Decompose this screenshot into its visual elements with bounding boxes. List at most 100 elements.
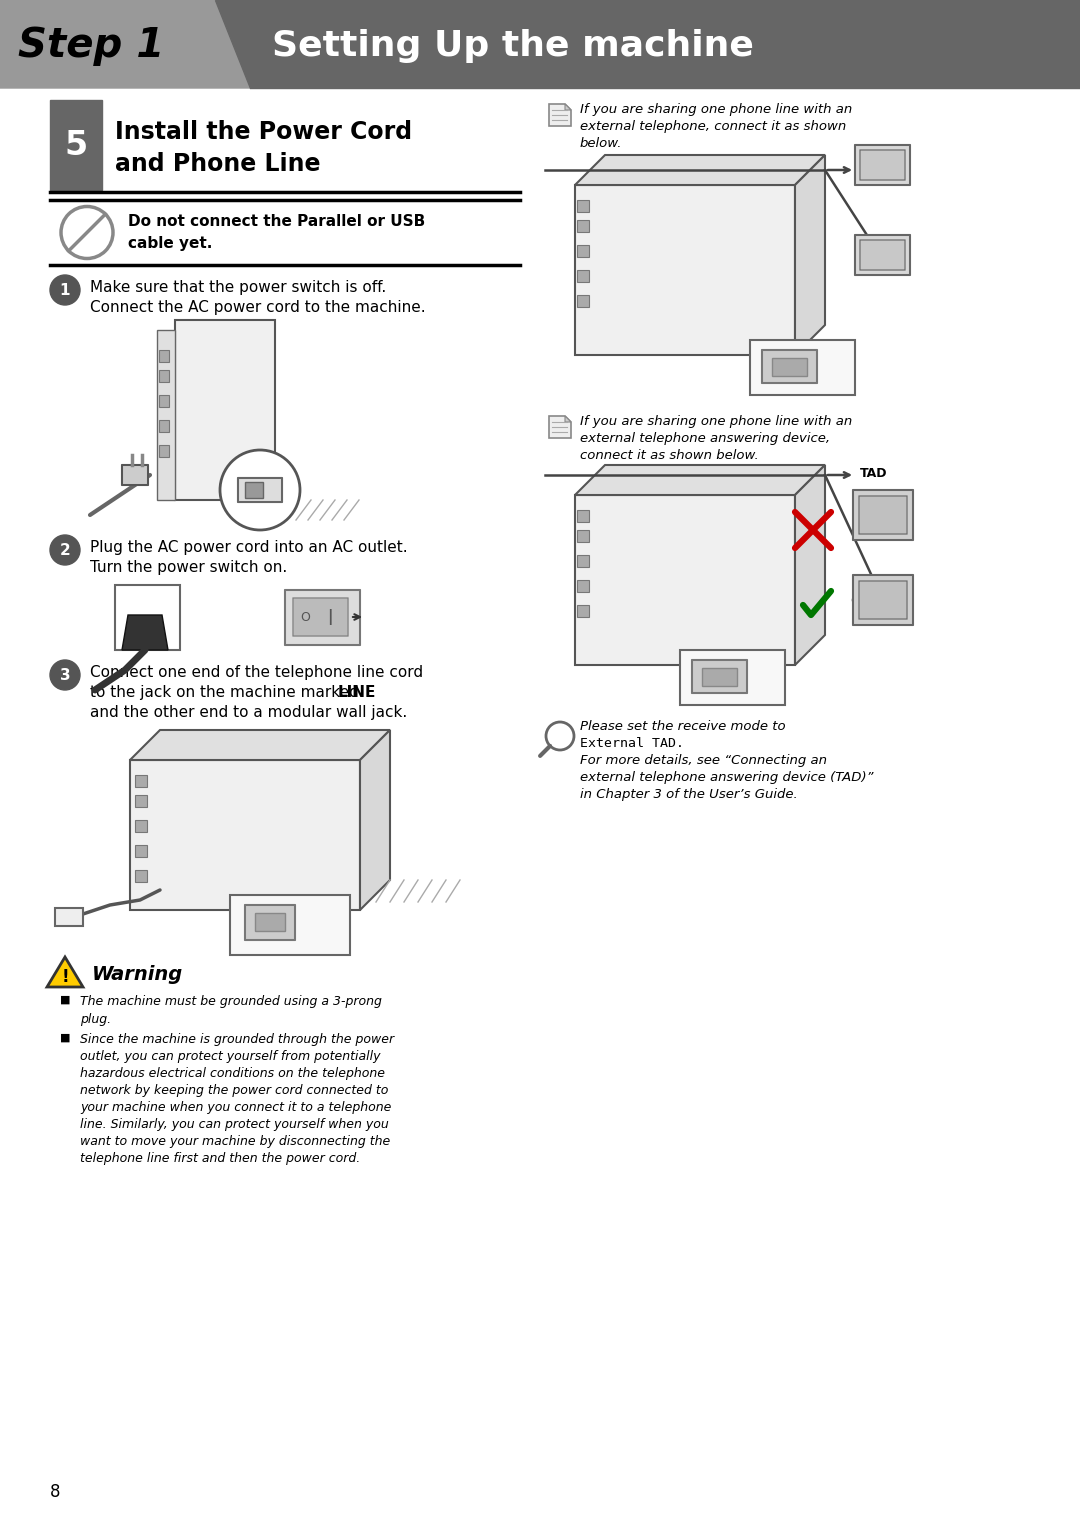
- Text: Turn the power switch on.: Turn the power switch on.: [90, 559, 287, 575]
- Text: Warning: Warning: [92, 966, 184, 984]
- Text: LINE: LINE: [338, 685, 376, 700]
- Text: in Chapter 3 of the User’s Guide.: in Chapter 3 of the User’s Guide.: [580, 788, 798, 801]
- Circle shape: [60, 206, 113, 258]
- FancyBboxPatch shape: [575, 185, 795, 354]
- FancyBboxPatch shape: [157, 330, 175, 500]
- FancyBboxPatch shape: [577, 605, 589, 617]
- Text: !: !: [62, 969, 69, 986]
- FancyBboxPatch shape: [577, 510, 589, 523]
- Circle shape: [50, 660, 80, 691]
- Text: For more details, see “Connecting an: For more details, see “Connecting an: [580, 753, 827, 767]
- FancyBboxPatch shape: [860, 240, 905, 270]
- FancyBboxPatch shape: [860, 150, 905, 180]
- FancyBboxPatch shape: [577, 555, 589, 567]
- FancyBboxPatch shape: [762, 350, 816, 384]
- FancyBboxPatch shape: [175, 319, 275, 500]
- FancyBboxPatch shape: [853, 490, 913, 539]
- Text: Setting Up the machine: Setting Up the machine: [272, 29, 754, 63]
- Text: 2: 2: [59, 542, 70, 558]
- FancyBboxPatch shape: [859, 581, 907, 619]
- FancyBboxPatch shape: [114, 585, 180, 649]
- Text: below.: below.: [580, 138, 622, 150]
- FancyBboxPatch shape: [135, 845, 147, 857]
- Circle shape: [50, 275, 80, 306]
- FancyBboxPatch shape: [159, 370, 168, 382]
- Text: 5: 5: [65, 128, 87, 162]
- Text: External TAD.: External TAD.: [580, 736, 684, 750]
- Text: Step 1: Step 1: [18, 26, 164, 66]
- Text: |: |: [327, 610, 333, 625]
- FancyBboxPatch shape: [859, 497, 907, 533]
- Text: ■: ■: [59, 1033, 70, 1044]
- FancyBboxPatch shape: [577, 530, 589, 542]
- FancyBboxPatch shape: [680, 649, 785, 704]
- FancyBboxPatch shape: [577, 581, 589, 591]
- Text: Make sure that the power switch is off.: Make sure that the power switch is off.: [90, 280, 387, 295]
- Polygon shape: [48, 957, 83, 987]
- FancyBboxPatch shape: [750, 341, 855, 396]
- Text: 1: 1: [59, 283, 70, 298]
- FancyBboxPatch shape: [122, 465, 148, 484]
- FancyBboxPatch shape: [577, 220, 589, 232]
- Text: If you are sharing one phone line with an: If you are sharing one phone line with a…: [580, 102, 852, 116]
- Text: Connect one end of the telephone line cord: Connect one end of the telephone line co…: [90, 665, 423, 680]
- Polygon shape: [122, 614, 168, 649]
- Polygon shape: [575, 154, 825, 185]
- FancyBboxPatch shape: [575, 495, 795, 665]
- Text: Do not connect the Parallel or USB: Do not connect the Parallel or USB: [129, 214, 426, 229]
- FancyBboxPatch shape: [285, 590, 360, 645]
- Text: telephone line first and then the power cord.: telephone line first and then the power …: [80, 1152, 361, 1164]
- FancyBboxPatch shape: [855, 235, 910, 275]
- Text: Plug the AC power cord into an AC outlet.: Plug the AC power cord into an AC outlet…: [90, 539, 407, 555]
- Text: ■: ■: [59, 995, 70, 1005]
- FancyBboxPatch shape: [577, 270, 589, 283]
- FancyBboxPatch shape: [577, 295, 589, 307]
- Text: O: O: [300, 611, 310, 623]
- FancyBboxPatch shape: [135, 869, 147, 882]
- Text: external telephone, connect it as shown: external telephone, connect it as shown: [580, 121, 847, 133]
- Text: outlet, you can protect yourself from potentially: outlet, you can protect yourself from po…: [80, 1050, 380, 1063]
- FancyBboxPatch shape: [130, 759, 360, 911]
- Circle shape: [220, 451, 300, 530]
- FancyBboxPatch shape: [293, 597, 348, 636]
- Text: If you are sharing one phone line with an: If you are sharing one phone line with a…: [580, 416, 852, 428]
- FancyBboxPatch shape: [159, 420, 168, 432]
- Text: TAD: TAD: [860, 495, 888, 507]
- Polygon shape: [565, 104, 571, 110]
- FancyBboxPatch shape: [135, 795, 147, 807]
- Text: connect it as shown below.: connect it as shown below.: [580, 449, 759, 461]
- FancyBboxPatch shape: [55, 908, 83, 926]
- FancyBboxPatch shape: [853, 575, 913, 625]
- Text: TAD: TAD: [860, 468, 888, 480]
- Polygon shape: [549, 104, 571, 125]
- FancyBboxPatch shape: [238, 478, 282, 503]
- Text: and the other end to a modular wall jack.: and the other end to a modular wall jack…: [90, 704, 407, 720]
- Polygon shape: [215, 0, 1080, 89]
- Text: line. Similarly, you can protect yourself when you: line. Similarly, you can protect yoursel…: [80, 1118, 389, 1131]
- Polygon shape: [360, 730, 390, 911]
- FancyBboxPatch shape: [159, 350, 168, 362]
- FancyBboxPatch shape: [50, 99, 102, 189]
- FancyBboxPatch shape: [855, 145, 910, 185]
- Text: cable yet.: cable yet.: [129, 235, 213, 251]
- FancyBboxPatch shape: [159, 396, 168, 406]
- Text: and Phone Line: and Phone Line: [114, 151, 321, 176]
- FancyBboxPatch shape: [702, 668, 737, 686]
- Polygon shape: [130, 730, 390, 759]
- FancyBboxPatch shape: [245, 905, 295, 940]
- FancyBboxPatch shape: [135, 775, 147, 787]
- Text: hazardous electrical conditions on the telephone: hazardous electrical conditions on the t…: [80, 1067, 384, 1080]
- Text: Install the Power Cord: Install the Power Cord: [114, 121, 413, 144]
- Circle shape: [546, 723, 573, 750]
- Polygon shape: [795, 154, 825, 354]
- FancyBboxPatch shape: [255, 914, 285, 931]
- FancyBboxPatch shape: [577, 200, 589, 212]
- Text: Connect the AC power cord to the machine.: Connect the AC power cord to the machine…: [90, 299, 426, 315]
- Circle shape: [50, 535, 80, 565]
- Text: Since the machine is grounded through the power: Since the machine is grounded through th…: [80, 1033, 394, 1047]
- Text: The machine must be grounded using a 3-prong: The machine must be grounded using a 3-p…: [80, 995, 382, 1008]
- Text: plug.: plug.: [80, 1013, 111, 1025]
- Polygon shape: [549, 416, 571, 439]
- FancyBboxPatch shape: [245, 481, 264, 498]
- FancyBboxPatch shape: [230, 895, 350, 955]
